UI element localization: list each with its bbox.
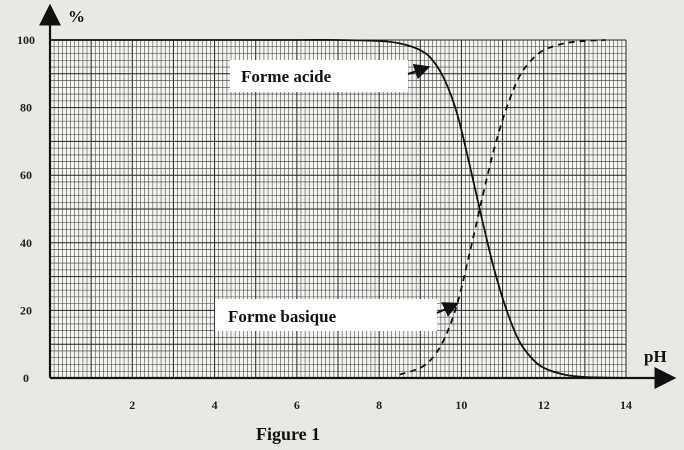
y-tick-label: 0 <box>23 371 29 385</box>
x-tick-label: 8 <box>376 398 382 412</box>
plot-area <box>49 39 627 379</box>
callout-forme-basique: Forme basique <box>215 299 460 331</box>
x-tick-label: 10 <box>455 398 467 412</box>
callout-forme-acide: Forme acide <box>230 60 431 92</box>
y-ticks: 0 20 40 60 80 100 <box>17 33 35 385</box>
x-tick-label: 12 <box>538 398 550 412</box>
y-tick-label: 20 <box>20 303 32 317</box>
grid <box>49 39 627 379</box>
x-axis-label: pH <box>644 347 667 366</box>
callout-forme-acide-label: Forme acide <box>241 67 332 86</box>
x-tick-label: 2 <box>129 398 135 412</box>
y-tick-label: 80 <box>20 101 32 115</box>
series-line-forme-basique <box>399 39 606 376</box>
callout-forme-acide-arrow <box>407 63 431 80</box>
x-tick-label: 14 <box>620 398 632 412</box>
x-ticks: 2 4 6 8 10 12 14 <box>129 398 632 412</box>
y-axis-label: % <box>68 7 85 26</box>
callout-forme-basique-arrow <box>436 302 460 317</box>
figure-caption: Figure 1 <box>256 424 320 444</box>
y-tick-label: 40 <box>20 236 32 250</box>
y-tick-label: 100 <box>17 33 35 47</box>
series-layer <box>49 39 627 379</box>
callout-forme-basique-label: Forme basique <box>228 307 337 326</box>
y-tick-label: 60 <box>20 168 32 182</box>
x-tick-label: 4 <box>212 398 218 412</box>
x-tick-label: 6 <box>294 398 300 412</box>
callout-forme-acide-box <box>230 60 408 92</box>
callout-forme-basique-box <box>215 299 437 331</box>
series-line-forme-acide <box>49 39 627 379</box>
